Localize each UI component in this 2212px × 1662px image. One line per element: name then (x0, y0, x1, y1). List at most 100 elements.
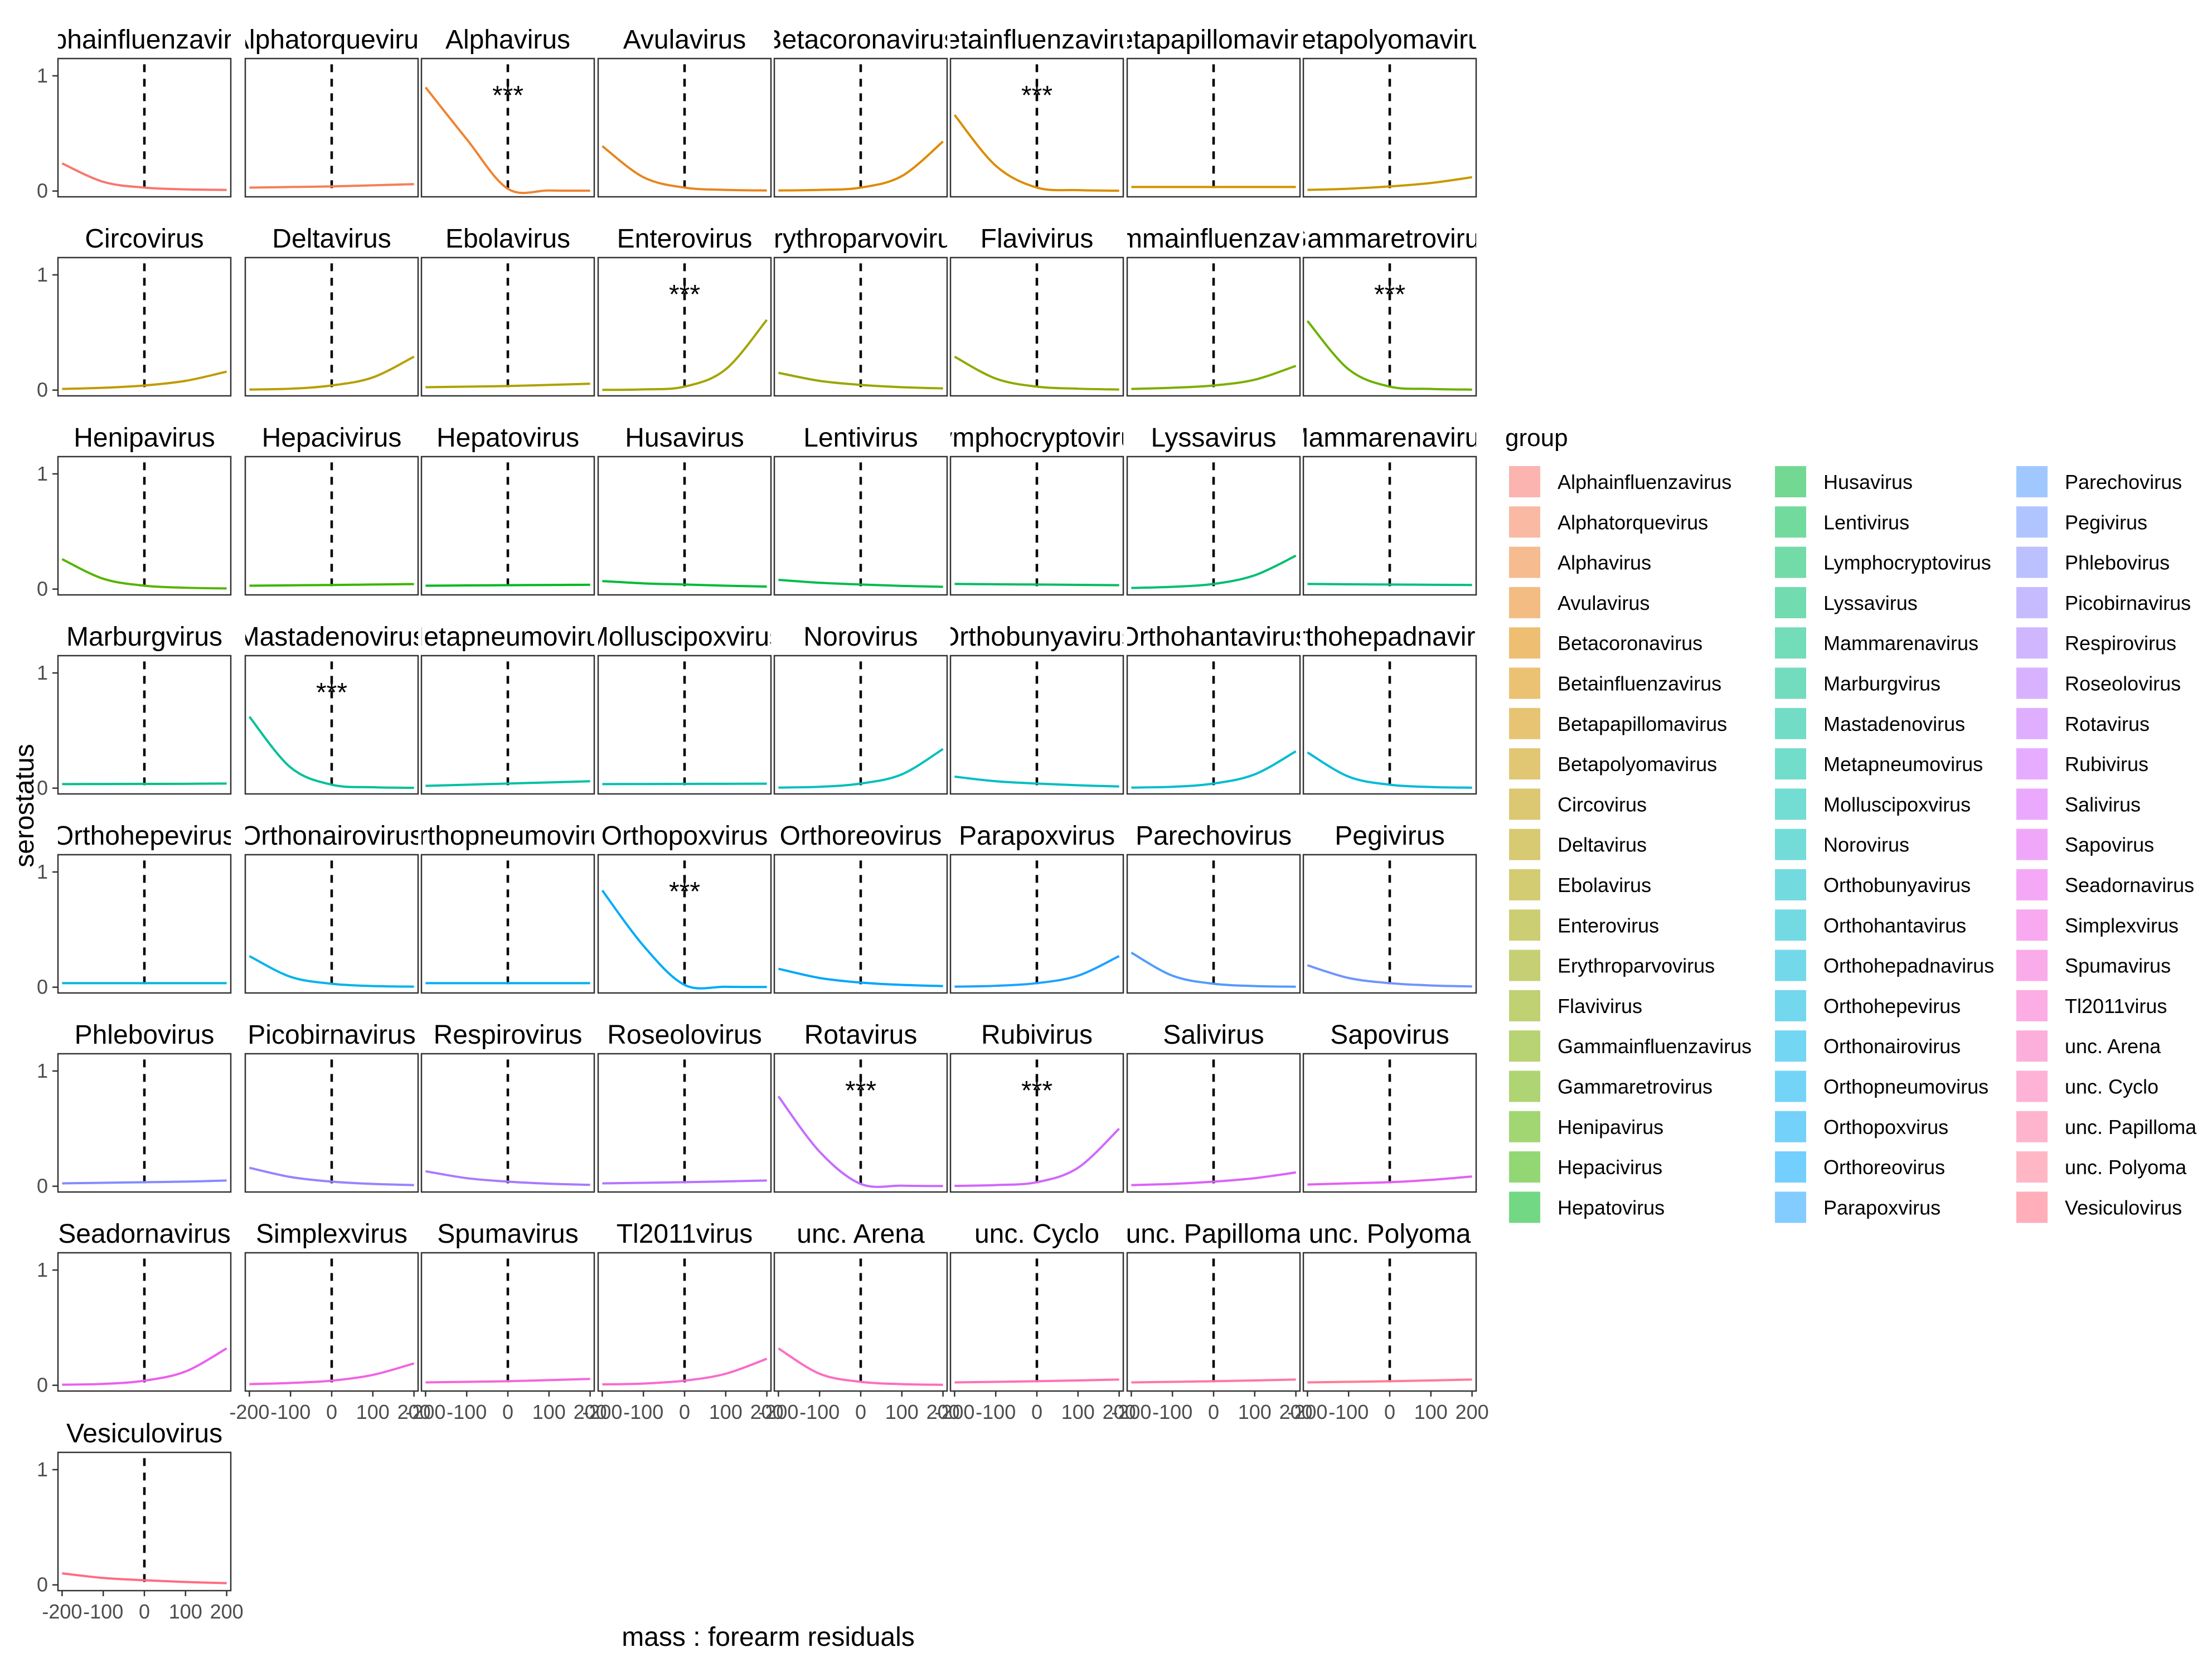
legend-label: Picobirnavirus (2065, 592, 2191, 614)
panel-border (244, 256, 419, 397)
legend-label: Salivirus (2065, 793, 2141, 816)
facet-panel: Hepacivirus (244, 423, 419, 596)
series-line (954, 955, 1120, 988)
x-tick-label: 100 (356, 1401, 390, 1423)
y-tick-label: 0 (37, 379, 48, 401)
series-line (249, 583, 414, 587)
panel-border (597, 57, 772, 198)
legend-label: Tl2011virus (2065, 995, 2167, 1017)
facet-strip-title: Alphainfluenzavirus (28, 25, 260, 55)
significance-marker: *** (492, 81, 523, 110)
facet-panel: Betainfluenzavirus *** (949, 25, 1124, 198)
x-tick-label: 200 (1279, 1401, 1313, 1423)
panel-border (244, 655, 419, 795)
y-tick-label: 1 (37, 860, 48, 883)
series-line (602, 319, 768, 391)
facet-panel: Norovirus (773, 622, 948, 795)
series-line (249, 1166, 414, 1186)
series-line (954, 355, 1119, 391)
facet-strip-title: Alphavirus (445, 25, 570, 55)
series-line (1307, 1175, 1472, 1186)
facet-strip-title: Orthopneumovirus (398, 821, 618, 851)
series-line (954, 583, 1119, 587)
legend-label: Orthonairovirus (1823, 1035, 1961, 1058)
legend-swatch (1508, 827, 1541, 861)
series-line (602, 1358, 768, 1386)
legend-swatch (2015, 1069, 2049, 1103)
series-line (1131, 951, 1296, 988)
legend-label: Betacoronavirus (1558, 632, 1702, 655)
facet-panel: Circovirus 0 1 (37, 224, 232, 401)
facet-strip-title: Erythroparvovirus (756, 224, 966, 254)
legend-swatch (1774, 787, 1807, 821)
series-line (602, 580, 767, 588)
legend-swatch (1774, 1109, 1807, 1143)
x-tick-label: 200 (574, 1401, 607, 1423)
facet-panel: Alphainfluenzavirus 0 1 (28, 25, 260, 202)
legend-label: Lyssavirus (1823, 592, 1918, 614)
legend-item: Metapneumovirus (1774, 747, 1983, 781)
facet-panel: Husavirus (597, 423, 772, 596)
facet-panel: unc. Polyoma -200 -100 0 100 200 (1287, 1219, 1488, 1423)
legend-swatch (1774, 706, 1807, 740)
series-line (777, 1096, 943, 1188)
legend-item: Betainfluenzavirus (1508, 666, 1721, 700)
legend-swatch (1774, 747, 1807, 781)
x-tick-label: 200 (926, 1401, 960, 1423)
x-tick-label: -100 (1328, 1401, 1369, 1423)
facet-panel: unc. Papilloma -200 -100 0 100 200 (1111, 1219, 1312, 1423)
facet-strip-title: Rotavirus (804, 1020, 918, 1050)
legend-swatch (2015, 505, 2049, 539)
legend-item: Mammarenavirus (1774, 626, 1978, 660)
facet-panel: Mastadenovirus *** (244, 622, 419, 795)
facet-panel: Parechovirus (1126, 821, 1301, 994)
y-tick-label: 1 (37, 1059, 48, 1082)
series-line (778, 579, 943, 588)
panel-border (949, 1053, 1124, 1193)
facet-strip-title: unc. Papilloma (1126, 1219, 1302, 1249)
legend-label: Simplexvirus (2065, 914, 2179, 937)
facet-panel: Metapneumovirus (420, 622, 595, 795)
legend-item: Alphainfluenzavirus (1508, 465, 1731, 498)
legend-swatch (1774, 1150, 1807, 1184)
legend-label: Mammarenavirus (1823, 632, 1978, 655)
panel-border (57, 1053, 232, 1193)
facet-strip-title: Avulavirus (623, 25, 746, 55)
legend-item: Tl2011virus (2015, 989, 2167, 1023)
legend-item: Flavivirus (1508, 989, 1642, 1023)
legend-swatch (1508, 1109, 1541, 1143)
legend-label: Hepatovirus (1558, 1196, 1665, 1219)
panel-border (597, 456, 772, 596)
facet-panel: Vesiculovirus 0 1 -200 -100 0 100 200 (37, 1419, 244, 1623)
facet-panel: Marburgvirus 0 1 (37, 622, 232, 799)
legend-item: Sapovirus (2015, 827, 2154, 861)
legend-item: Betapapillomavirus (1508, 706, 1727, 740)
legend-swatch (1508, 908, 1541, 942)
series-line (1307, 751, 1472, 789)
facet-panel: Respirovirus (420, 1020, 595, 1193)
x-tick-label: 100 (169, 1600, 202, 1623)
legend-label: Orthohepadnavirus (1823, 954, 1994, 977)
panel-border (949, 57, 1124, 198)
facet-strip-title: Parechovirus (1136, 821, 1292, 851)
facet-panel: Sapovirus (1302, 1020, 1477, 1193)
legend-swatch (1774, 1190, 1807, 1224)
series-line (249, 183, 414, 189)
significance-marker: *** (845, 1076, 876, 1106)
legend-label: Orthohepevirus (1823, 995, 1961, 1017)
facet-strip-title: Betapapillomavirus (1100, 25, 1327, 55)
significance-marker: *** (1021, 81, 1052, 110)
x-tick-label: 200 (750, 1401, 784, 1423)
legend-item: Orthopoxvirus (1774, 1109, 1948, 1143)
legend-label: Orthohantavirus (1823, 914, 1966, 937)
panel-border (1126, 655, 1301, 795)
legend-item: Rubivirus (2015, 747, 2148, 781)
series-line (62, 1179, 227, 1185)
legend-swatch (1774, 908, 1807, 942)
x-tick-label: -100 (447, 1401, 487, 1423)
panel-border (420, 655, 595, 795)
facet-strip-title: Phlebovirus (75, 1020, 215, 1050)
facet-panel: Orthohepevirus 0 1 (37, 821, 232, 999)
legend-label: Alphainfluenzavirus (1558, 471, 1731, 493)
facet-panel: Deltavirus (244, 224, 419, 397)
